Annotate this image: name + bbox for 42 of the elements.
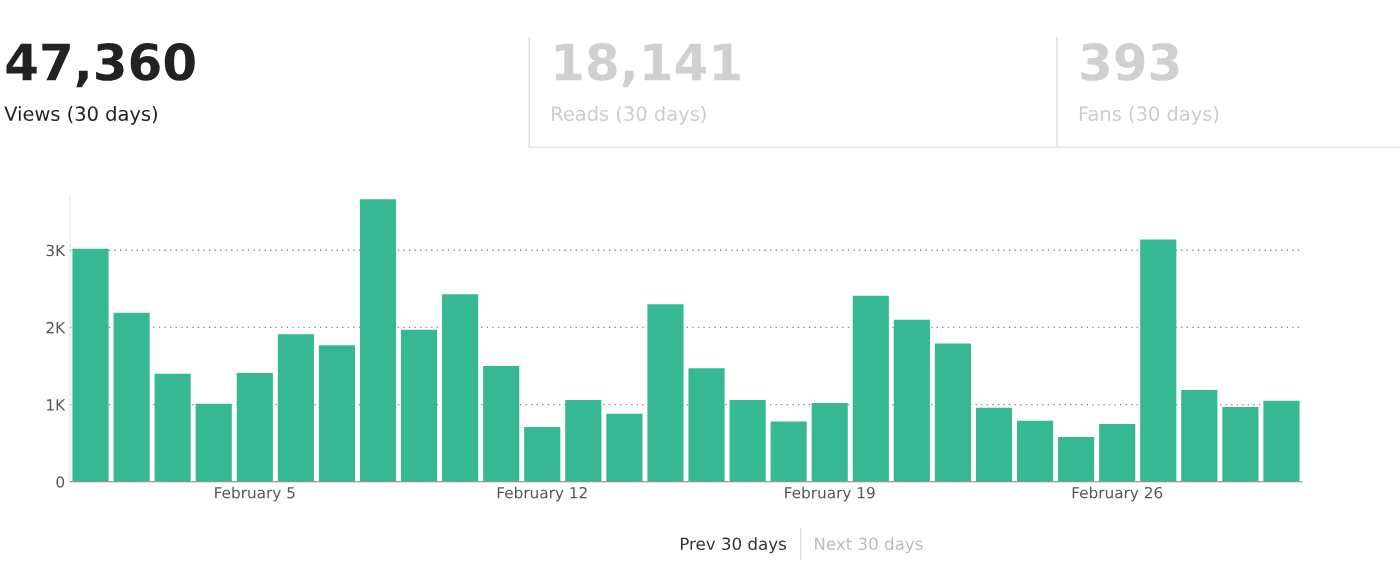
bar [72, 248, 109, 482]
x-tick-label: February 26 [1072, 486, 1163, 502]
x-tick-label: February 19 [785, 486, 875, 502]
bar [1099, 423, 1136, 482]
y-tick-label: 2K [46, 321, 66, 334]
bar [688, 368, 725, 482]
bar [483, 366, 520, 482]
bar [1058, 437, 1095, 482]
bar [1263, 400, 1300, 482]
bar [524, 426, 561, 482]
y-tick-label: 3K [46, 244, 66, 257]
bar [154, 373, 191, 482]
bar [647, 304, 684, 482]
bar [729, 399, 766, 482]
text: Next 30 days [815, 537, 923, 554]
bar [359, 199, 397, 482]
bar [442, 294, 479, 482]
bar [1140, 239, 1177, 482]
x-tick-label: February 12 [497, 486, 587, 502]
bar [893, 319, 930, 482]
bar [565, 399, 602, 482]
text: Views (30 days) [4, 105, 157, 125]
bar [401, 329, 438, 482]
bar [236, 372, 273, 482]
bar [852, 295, 889, 482]
bar [113, 312, 150, 482]
x-tick-label: February 5 [215, 486, 295, 502]
bar [1222, 406, 1259, 482]
y-tick-label: 0 [56, 476, 65, 488]
bar [277, 334, 314, 482]
text: 47,360 [6, 43, 195, 88]
y-tick-label: 1K [47, 399, 66, 411]
bar [975, 407, 1013, 482]
bar [934, 343, 971, 482]
bar [811, 403, 848, 482]
text: Prev 30 days [680, 537, 786, 554]
bar [318, 345, 355, 482]
bar [1017, 420, 1054, 482]
bar [1181, 389, 1218, 482]
bar [195, 403, 232, 482]
bar [770, 421, 807, 482]
bar [606, 413, 643, 482]
